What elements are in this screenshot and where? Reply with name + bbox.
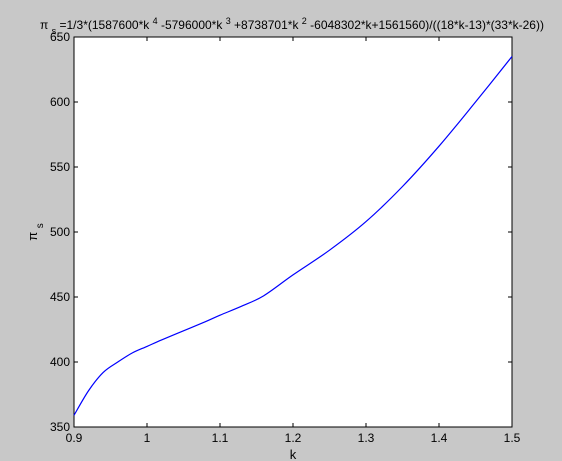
y-tick-label: 400 — [50, 355, 70, 369]
y-axis-label: π s — [25, 223, 46, 241]
title-superscript: 2 — [302, 16, 307, 26]
y-axis-label-subscript: s — [35, 223, 46, 228]
x-axis: 0.9 1 1.1 1.2 1.3 1.4 1.5 — [66, 37, 521, 445]
y-tick-label: 450 — [50, 290, 70, 304]
x-tick-label: 1 — [144, 431, 151, 445]
x-tick-label: 0.9 — [66, 431, 83, 445]
y-tick-label: 350 — [50, 420, 70, 434]
x-tick-label: 1.1 — [212, 431, 229, 445]
y-tick-label: 600 — [50, 95, 70, 109]
title-part: -5796000*k — [161, 18, 223, 32]
y-tick-label: 550 — [50, 160, 70, 174]
title-part: =1/3*(1587600*k — [60, 18, 151, 32]
title-part: +8738701*k — [234, 18, 299, 32]
title-superscript: 4 — [153, 16, 158, 26]
x-tick-label: 1.2 — [285, 431, 302, 445]
chart-title: π s =1/3*(1587600*k 4 -5796000*k 3 +8738… — [40, 16, 544, 36]
y-axis-label-main: π — [25, 232, 40, 241]
title-subscript: s — [52, 26, 57, 36]
x-tick-label: 1.4 — [431, 431, 448, 445]
title-part: π — [40, 18, 48, 32]
x-axis-label: k — [290, 447, 297, 461]
title-part: -6048302*k+1561560)/((18*k-13)*(33*k-26)… — [310, 18, 544, 32]
x-tick-label: 1.5 — [504, 431, 521, 445]
y-axis: 350 400 450 500 550 600 650 — [50, 30, 512, 434]
y-tick-label: 650 — [50, 30, 70, 44]
series-line — [73, 56, 513, 416]
title-superscript: 3 — [226, 16, 231, 26]
plot-area — [73, 36, 513, 428]
y-tick-label: 500 — [50, 225, 70, 239]
x-tick-label: 1.3 — [358, 431, 375, 445]
